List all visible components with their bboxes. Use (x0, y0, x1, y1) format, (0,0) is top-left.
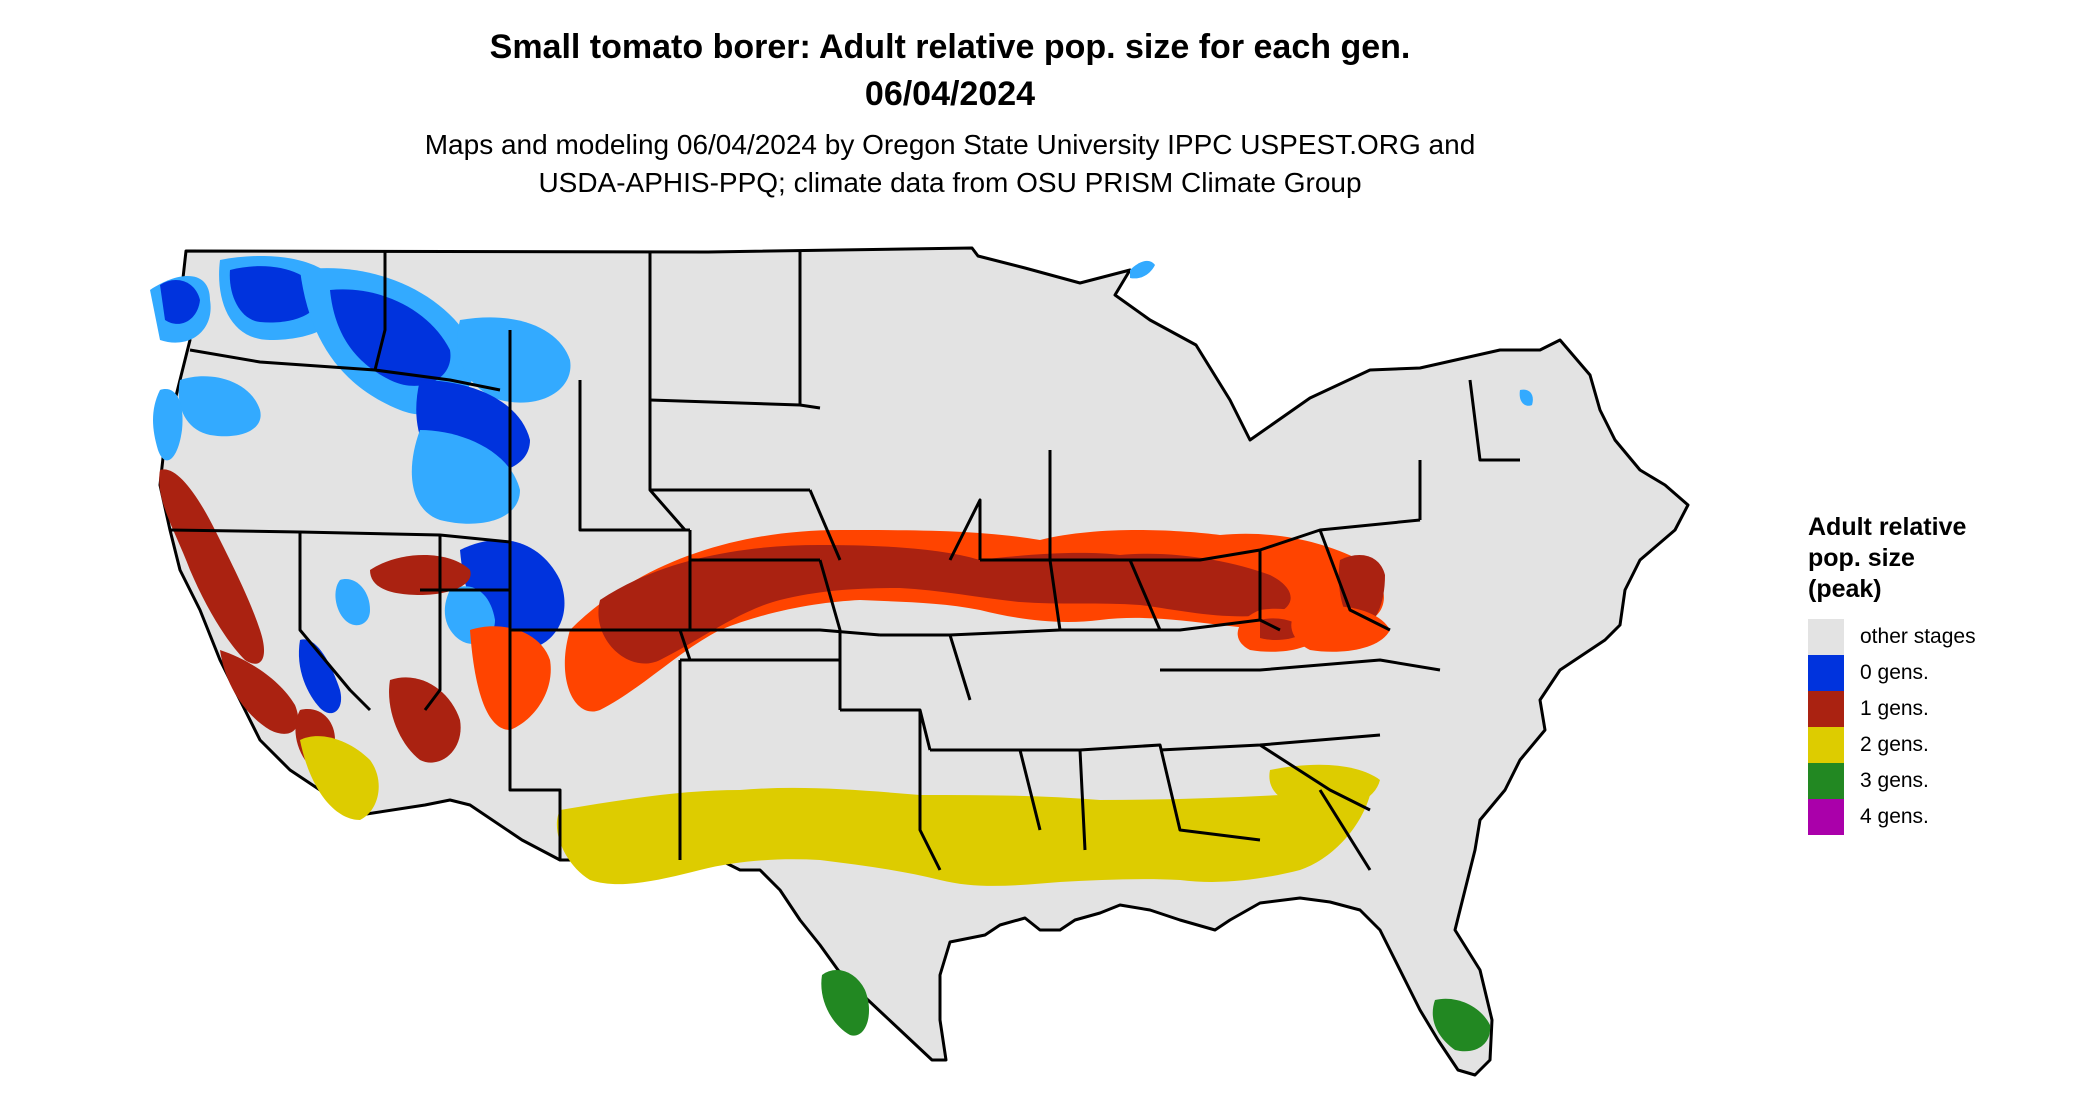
legend-swatch (1808, 727, 1844, 763)
legend-swatch (1808, 619, 1844, 655)
map-legend: Adult relative pop. size (peak) other st… (1808, 512, 2068, 835)
legend-swatch (1808, 655, 1844, 691)
map-subtitle: Maps and modeling 06/04/2024 by Oregon S… (0, 126, 1900, 202)
legend-item: 4 gens. (1808, 799, 2068, 835)
legend-item: 3 gens. (1808, 763, 2068, 799)
legend-swatch (1808, 799, 1844, 835)
legend-label: 0 gens. (1860, 661, 1929, 684)
legend-item: 2 gens. (1808, 727, 2068, 763)
legend-label: other stages (1860, 625, 1976, 648)
legend-swatch (1808, 763, 1844, 799)
legend-label: 3 gens. (1860, 769, 1929, 792)
legend-swatch (1808, 691, 1844, 727)
state-borders (169, 252, 1520, 871)
three-gens-region (821, 970, 1491, 1052)
us-map-svg (150, 246, 1690, 1077)
map-title-line1: Small tomato borer: Adult relative pop. … (489, 28, 1411, 66)
legend-label: 2 gens. (1860, 733, 1929, 756)
legend-label: 1 gens. (1860, 697, 1929, 720)
legend-item: 0 gens. (1808, 655, 2068, 691)
one-gen-region (159, 469, 1390, 764)
conus-outline (158, 246, 1690, 1077)
map-title-line2: 06/04/2024 (864, 75, 1036, 113)
map-title: Small tomato borer: Adult relative pop. … (0, 24, 1900, 118)
legend-item: other stages (1808, 619, 2068, 655)
map-subtitle-line1: Maps and modeling 06/04/2024 by Oregon S… (424, 129, 1476, 160)
us-map (120, 230, 1780, 1110)
legend-items: other stages 0 gens. 1 gens. 2 gens. 3 gens.… (1808, 619, 2068, 835)
legend-item: 1 gens. (1808, 691, 2068, 727)
legend-label: 4 gens. (1860, 805, 1929, 828)
map-subtitle-line2: USDA-APHIS-PPQ; climate data from OSU PR… (538, 167, 1362, 198)
legend-title: Adult relative pop. size (peak) (1808, 513, 1967, 603)
